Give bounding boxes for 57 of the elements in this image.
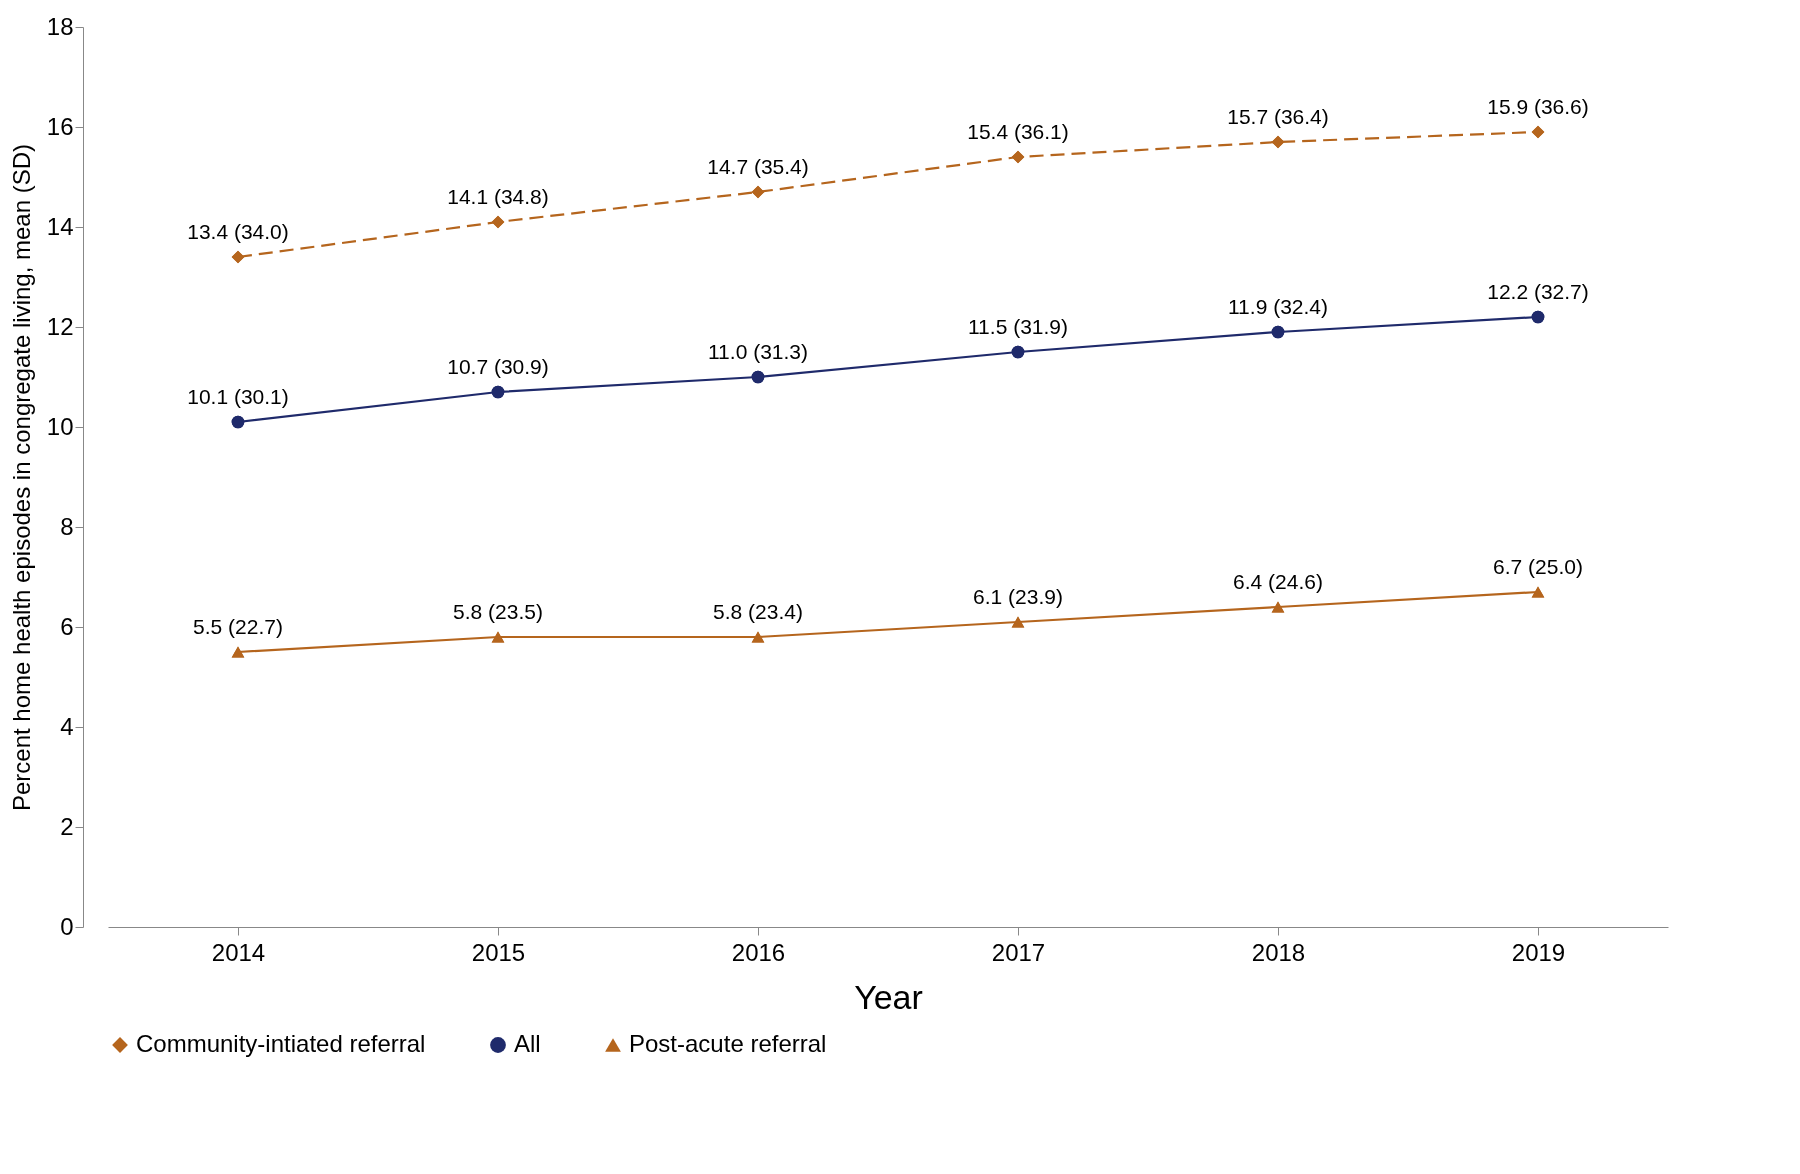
point (1271, 325, 1285, 339)
data-label: 11.0 (31.3) (707, 340, 809, 363)
data-label: 6.7 (25.0) (1493, 555, 1583, 578)
point (491, 215, 505, 229)
data-label: 5.8 (23.5) (453, 600, 543, 623)
y-tick-label: 14 (46, 212, 74, 240)
point (231, 250, 245, 264)
y-tick-label: 12 (46, 312, 74, 340)
point (1531, 586, 1545, 598)
point (1531, 310, 1545, 324)
data-label: 10.1 (30.1) (187, 385, 289, 408)
data-label: 12.2 (32.7) (1487, 280, 1589, 303)
data-label: 14.7 (35.4) (707, 155, 809, 178)
legend-label: Post-acute referral (629, 1030, 827, 1057)
data-label: 14.1 (34.8) (447, 185, 549, 208)
point (231, 646, 245, 658)
point (751, 370, 765, 384)
y-axis-title: Percent home health episodes in congregate living, mean (SD) (7, 143, 35, 812)
data-label: 13.4 (34.0) (187, 220, 289, 243)
x-tick-label: 2014 (211, 938, 266, 966)
y-tick-label: 18 (46, 12, 74, 40)
x-tick-label: 2015 (471, 938, 526, 966)
y-tick-label: 8 (60, 512, 74, 540)
data-label: 10.7 (30.9) (447, 355, 549, 378)
data-label: 5.8 (23.4) (713, 600, 803, 623)
legend-label: All (514, 1030, 541, 1057)
legend-label: Community-intiated referral (136, 1030, 426, 1057)
y-tick-label: 0 (60, 912, 74, 940)
y-tick-label: 2 (60, 812, 74, 840)
point (1011, 616, 1025, 628)
point (1011, 345, 1025, 359)
x-tick-label: 2018 (1251, 938, 1306, 966)
data-label: 6.1 (23.9) (973, 585, 1063, 608)
point (491, 631, 505, 643)
point (1011, 150, 1025, 164)
point (491, 385, 505, 399)
data-label: 6.4 (24.6) (1233, 570, 1323, 593)
data-label: 15.4 (36.1) (967, 120, 1069, 143)
data-label: 11.5 (31.9) (967, 315, 1069, 338)
data-label: 15.7 (36.4) (1227, 105, 1329, 128)
y-tick-label: 6 (60, 612, 74, 640)
data-label: 5.5 (22.7) (193, 615, 283, 638)
point (1531, 125, 1545, 139)
data-label: 15.9 (36.6) (1487, 95, 1589, 118)
y-tick-label: 4 (60, 712, 74, 740)
point (231, 415, 245, 429)
x-axis-title: Year (854, 977, 923, 1016)
x-tick-label: 2016 (731, 938, 786, 966)
data-label: 11.9 (32.4) (1227, 295, 1329, 318)
point (1271, 601, 1285, 613)
point (1271, 135, 1285, 149)
x-tick-label: 2019 (1511, 938, 1566, 966)
x-tick-label: 2017 (991, 938, 1046, 966)
y-tick-label: 10 (46, 412, 74, 440)
point (751, 631, 765, 643)
y-tick-label: 16 (46, 112, 74, 140)
point (751, 185, 765, 199)
